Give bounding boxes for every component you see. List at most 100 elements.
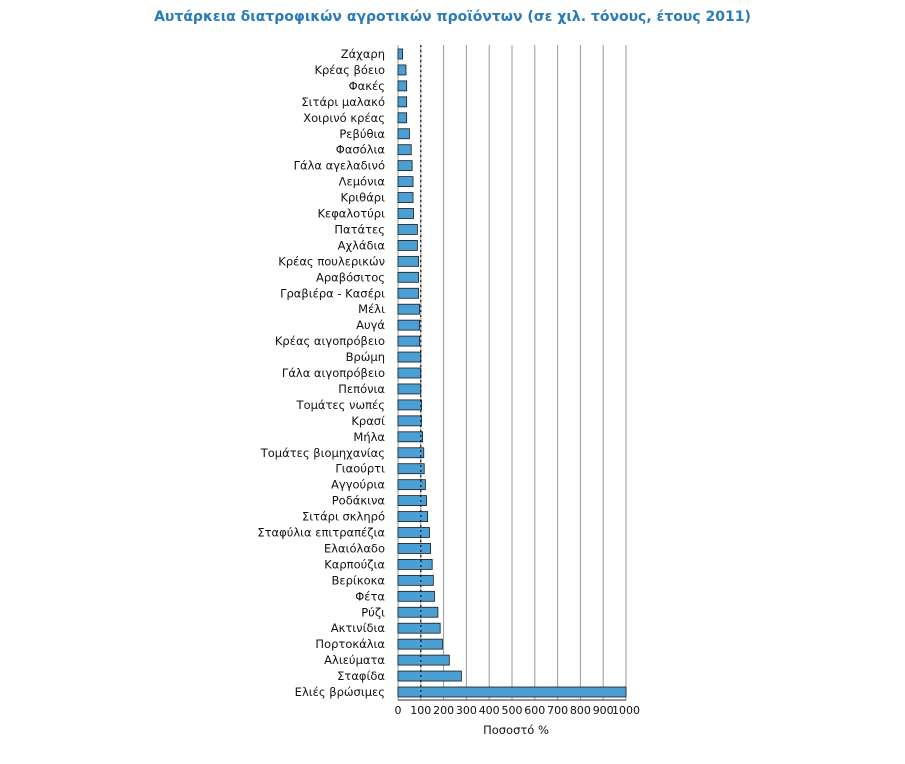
bar [397,495,427,507]
bar [397,287,419,299]
category-label: Γάλα αγελαδινό [294,159,385,173]
bar [397,80,408,92]
bar [397,112,408,124]
category-label: Ελαιόλαδο [324,541,385,555]
category-label: Ρύζι [361,605,385,619]
x-tick-label: 900 [593,704,614,717]
category-label: Ρεβύθια [339,127,385,141]
bar [397,431,424,443]
bar [397,303,421,315]
category-label: Αγγούρια [331,478,385,492]
bar [397,192,414,203]
category-label: Γάλα αιγοπρόβειο [282,366,385,380]
category-label: Σιτάρι μαλακό [301,95,385,109]
bar [397,128,410,140]
bar [397,176,414,188]
x-tick-label: 400 [479,704,500,717]
bar [397,144,412,156]
category-label: Τομάτες βιομηχανίας [260,446,385,460]
category-label: Βερίκοκα [332,573,386,587]
bar [397,367,422,379]
category-label: Γραβιέρα - Κασέρι [280,286,385,300]
x-tick-label: 200 [433,704,454,717]
category-label: Αραβόσιτος [316,270,385,284]
category-label: Φέτα [355,589,385,603]
category-label: Σταφίδα [337,669,385,683]
category-label: Πορτοκάλια [315,637,385,651]
category-label: Χοιρινό κρέας [303,111,385,125]
bar [397,335,421,347]
x-tick-label: 0 [395,704,402,717]
bar [397,574,434,586]
category-label: Γιαούρτι [335,462,385,476]
category-label: Τομάτες νωπές [296,398,385,412]
category-label: Κρέας πουλερικών [278,254,385,268]
bar [397,654,450,666]
bar [397,527,430,538]
category-label: Φασόλια [336,143,386,157]
x-axis-title: Ποσοστό % [483,723,549,737]
bar [397,399,422,411]
bar [397,64,407,76]
bar [397,479,426,491]
category-label: Πεπόνια [338,382,385,396]
x-tick-label: 700 [547,704,568,717]
bar [397,543,432,554]
bar [397,559,433,570]
category-label: Κριθάρι [340,191,385,205]
category-label: Ελιές βρώσιμες [295,685,385,699]
x-tick-label: 100 [410,704,431,717]
bar [397,686,627,698]
category-label: Βρώμη [346,350,385,364]
category-label: Ακτινίδια [331,621,386,635]
category-label: Σταφύλια επιτραπέζια [257,526,385,540]
category-label: Λεμόνια [339,175,386,189]
category-label: Ζάχαρη [341,47,385,61]
bar [397,463,425,475]
bar [397,319,421,331]
category-label: Καρπούζια [324,557,385,571]
bar [397,271,419,283]
bar [397,606,439,618]
bar [397,590,435,602]
category-label: Αυγά [356,318,385,332]
x-tick-label: 500 [502,704,523,717]
x-tick-label: 800 [570,704,591,717]
bar [397,670,462,682]
category-label: Κρέας αιγοπρόβειο [275,334,385,348]
bar [397,224,418,235]
grid-lines [397,45,627,701]
category-label: Φακές [349,79,385,93]
bar [397,239,418,251]
x-tick-label: 1000 [612,704,640,717]
x-tick-label: 300 [456,704,477,717]
bar [397,415,422,427]
category-label: Κεφαλοτύρι [317,207,385,221]
bar [397,447,425,459]
category-label: Μέλι [358,302,385,316]
bar [397,638,443,650]
bar [397,622,441,634]
category-label: Πατάτες [334,222,385,236]
bar [397,511,429,522]
bar [397,48,403,60]
x-tick-label: 600 [524,704,545,717]
bar [397,255,419,267]
chart-title: Αυτάρκεια διατροφικών αγροτικών προϊόντω… [154,9,751,25]
category-label: Κρασί [351,414,385,428]
bar [397,383,422,395]
bar [397,351,422,363]
category-label: Ροδάκινα [332,494,386,508]
category-label: Αλιεύματα [324,653,385,667]
bar [397,96,408,108]
category-label: Μήλα [353,430,385,444]
category-labels: Ζάχαρη Κρέας βόειο Φακές Σιτάρι μαλακό Χοιρι… [257,47,385,699]
category-label: Σιτάρι σκληρό [302,510,385,524]
bar [397,208,414,219]
category-label: Αχλάδια [338,238,386,252]
bars [397,48,627,698]
bar [397,160,413,172]
category-label: Κρέας βόειο [314,63,385,77]
